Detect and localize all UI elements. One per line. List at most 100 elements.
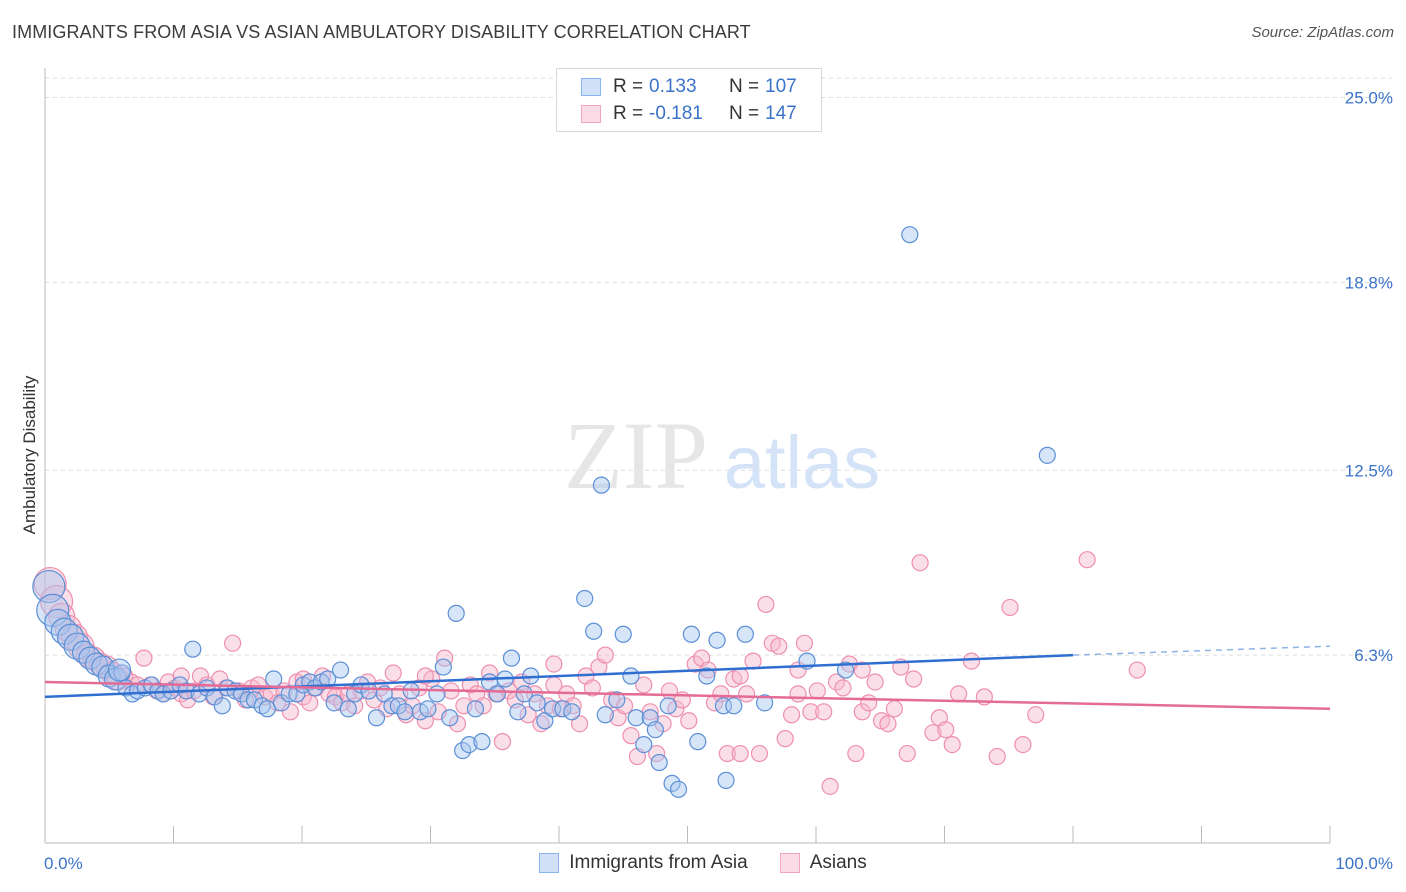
- point-immigrants-from-asia: [698, 667, 716, 685]
- point-asians: [757, 595, 775, 614]
- x-tick-label: 0.0%: [44, 854, 83, 873]
- point-asians: [33, 566, 67, 601]
- point-asians: [866, 673, 884, 691]
- point-asians: [519, 706, 537, 724]
- point-asians: [75, 643, 100, 667]
- point-asians: [718, 744, 736, 763]
- legend-item-asians[interactable]: Asians: [779, 852, 867, 874]
- point-asians: [635, 676, 653, 694]
- point-asians: [622, 727, 640, 745]
- legend-swatch-pink: [581, 105, 601, 123]
- point-asians: [911, 554, 929, 572]
- point-asians: [570, 715, 589, 733]
- legend-n-label: N =: [729, 76, 760, 97]
- point-immigrants-from-asia: [650, 753, 668, 772]
- point-immigrants-from-asia: [473, 733, 491, 751]
- watermark-atlas: atlas: [724, 421, 880, 504]
- tick-labels: 6.3% 12.5% 18.8% 25.0% 0.0% 100.0%: [44, 89, 1393, 874]
- point-immigrants-from-asia: [717, 771, 735, 789]
- point-asians: [1128, 661, 1146, 679]
- point-asians: [827, 673, 846, 691]
- legend-r-label: R =: [613, 103, 644, 124]
- point-immigrants-from-asia: [396, 703, 414, 721]
- legend-row-asians: R = -0.181 N = 147: [581, 102, 797, 126]
- point-asians: [738, 685, 756, 703]
- point-asians: [750, 744, 769, 763]
- point-immigrants-from-asia: [901, 226, 919, 244]
- point-asians: [135, 649, 153, 667]
- chart-title: IMMIGRANTS FROM ASIA VS ASIAN AMBULATORY…: [12, 22, 751, 42]
- point-immigrants-from-asia: [725, 697, 743, 715]
- point-asians: [301, 694, 319, 712]
- point-asians: [885, 700, 903, 718]
- point-asians: [1014, 735, 1032, 754]
- point-immigrants-from-asia: [360, 682, 378, 700]
- point-asians: [853, 703, 871, 721]
- point-asians: [943, 735, 961, 754]
- point-asians: [545, 655, 563, 673]
- point-asians: [795, 634, 814, 652]
- point-asians: [789, 685, 807, 703]
- point-asians: [937, 721, 955, 739]
- y-axis-label: Ambulatory Disability: [20, 375, 39, 535]
- legend-swatch-pink: [779, 853, 800, 873]
- point-immigrants-from-asia: [596, 706, 614, 724]
- y-tick-label: 12.5%: [1345, 461, 1393, 480]
- point-asians: [1078, 551, 1096, 569]
- point-asians: [821, 777, 839, 795]
- point-immigrants-from-asia: [253, 697, 271, 715]
- y-tick-label: 18.8%: [1345, 273, 1393, 292]
- point-asians: [924, 724, 942, 742]
- point-immigrants-from-asia: [736, 625, 754, 643]
- point-immigrants-from-asia: [669, 780, 688, 798]
- point-asians: [436, 649, 454, 667]
- point-asians: [1001, 598, 1019, 617]
- point-immigrants-from-asia: [659, 697, 677, 715]
- point-immigrants-from-asia: [682, 625, 700, 643]
- legend-label: Asians: [809, 852, 867, 873]
- point-immigrants-from-asia: [346, 685, 364, 703]
- point-asians: [853, 661, 871, 679]
- point-immigrants-from-asia: [528, 694, 546, 712]
- point-asians: [281, 703, 300, 721]
- legend-swatch-blue: [539, 853, 560, 873]
- series-asians: [33, 551, 1146, 795]
- point-immigrants-from-asia: [608, 691, 626, 709]
- point-immigrants-from-asia: [708, 631, 726, 649]
- trend-line-immigrants-from-asia: [44, 653, 1074, 699]
- point-asians: [898, 744, 916, 763]
- x-tick-label: 100.0%: [1335, 854, 1393, 873]
- point-immigrants-from-asia: [488, 685, 506, 703]
- point-immigrants-from-asia: [63, 632, 91, 660]
- point-asians: [731, 667, 749, 685]
- axes: [44, 68, 1331, 844]
- point-asians: [493, 733, 512, 751]
- point-asians: [808, 682, 826, 700]
- legend-n-value: 147: [765, 103, 797, 124]
- point-immigrants-from-asia: [502, 649, 521, 667]
- point-immigrants-from-asia: [466, 700, 485, 718]
- legend-row-immigrants: R = 0.133 N = 107: [581, 75, 797, 99]
- point-asians: [770, 637, 788, 655]
- point-asians: [776, 730, 794, 748]
- grid-lines: [45, 77, 1392, 656]
- point-immigrants-from-asia: [367, 709, 386, 727]
- trend-lines: [44, 645, 1331, 711]
- point-asians: [1027, 706, 1045, 724]
- point-immigrants-from-asia: [331, 661, 350, 679]
- point-immigrants-from-asia: [576, 589, 594, 608]
- point-asians: [384, 664, 402, 682]
- legend-item-immigrants-from-asia[interactable]: Immigrants from Asia: [539, 852, 748, 874]
- watermark-zip: ZIP: [564, 402, 708, 509]
- point-immigrants-from-asia: [563, 703, 581, 721]
- point-immigrants-from-asia: [213, 697, 231, 715]
- point-asians: [988, 747, 1006, 766]
- point-immigrants-from-asia: [84, 652, 109, 676]
- point-asians: [860, 694, 878, 712]
- legend-r-label: R =: [613, 76, 644, 97]
- correlation-legend: R = 0.133 N = 107 R = -0.181 N = 147: [556, 68, 822, 132]
- point-asians: [596, 646, 614, 664]
- point-immigrants-from-asia: [454, 741, 472, 760]
- point-immigrants-from-asia: [509, 703, 527, 721]
